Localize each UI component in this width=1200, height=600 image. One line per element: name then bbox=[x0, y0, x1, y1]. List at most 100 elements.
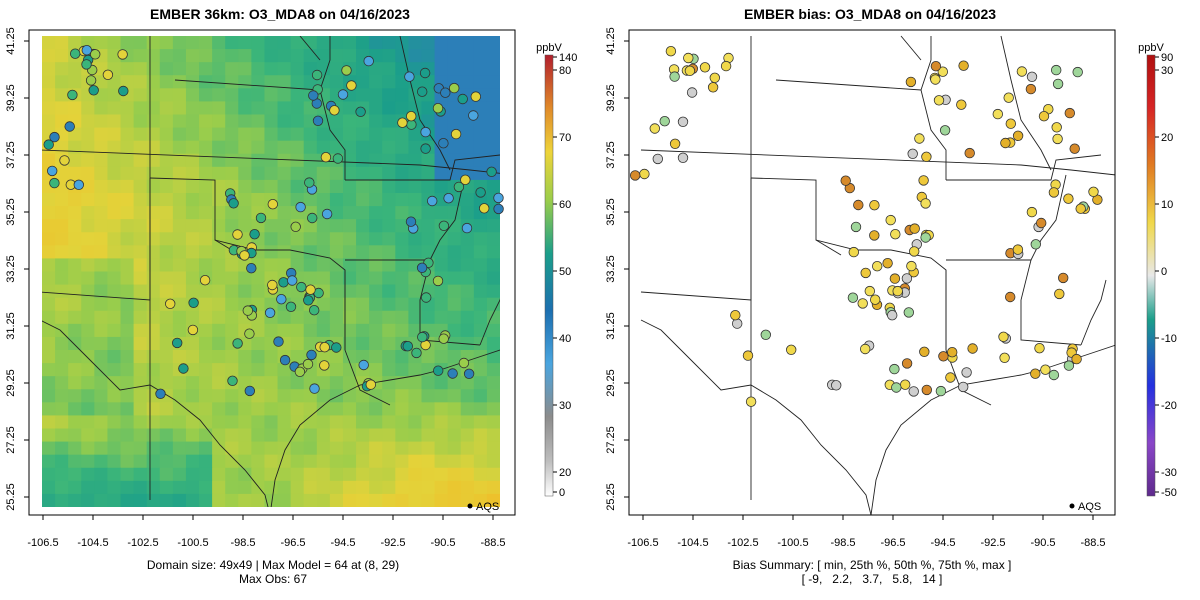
aqs-site-marker bbox=[228, 198, 239, 209]
grid-cell bbox=[94, 284, 108, 299]
aqs-site-marker bbox=[449, 82, 460, 94]
aqs-site-marker bbox=[479, 203, 490, 214]
grid-cell bbox=[434, 114, 449, 129]
grid-cell bbox=[55, 363, 69, 377]
aqs-site-marker bbox=[1040, 364, 1051, 375]
grid-cell bbox=[395, 88, 409, 102]
grid-cell bbox=[107, 441, 122, 456]
lat-tick-label: 41.25 bbox=[605, 27, 617, 55]
lat-tick-label: 27.25 bbox=[5, 426, 17, 454]
grid-cell bbox=[395, 297, 409, 312]
grid-cell bbox=[81, 101, 95, 115]
grid-cell bbox=[251, 49, 265, 63]
grid-cell bbox=[199, 467, 213, 482]
aqs-site-marker bbox=[405, 216, 417, 227]
grid-cell bbox=[290, 49, 305, 63]
grid-cell bbox=[303, 323, 318, 338]
grid-cell bbox=[369, 493, 383, 507]
grid-cell bbox=[290, 36, 305, 50]
lon-tick-label: -106.5 bbox=[27, 537, 58, 549]
grid-cell bbox=[473, 166, 488, 181]
aqs-site-marker bbox=[438, 137, 449, 149]
grid-cell bbox=[290, 127, 305, 142]
grid-cell bbox=[329, 454, 344, 469]
grid-cell bbox=[447, 62, 462, 76]
aqs-site-marker bbox=[239, 250, 250, 261]
grid-cell bbox=[486, 376, 500, 390]
aqs-site-marker bbox=[639, 168, 650, 180]
grid-cell bbox=[329, 480, 344, 495]
grid-cell bbox=[107, 415, 122, 429]
grid-cell bbox=[172, 36, 187, 50]
grid-cell bbox=[356, 467, 370, 482]
grid-cell bbox=[251, 323, 265, 338]
grid-cell bbox=[55, 36, 69, 50]
grid-cell bbox=[264, 88, 279, 102]
aqs-site-marker bbox=[1034, 343, 1045, 354]
grid-cell bbox=[225, 441, 239, 456]
grid-cell bbox=[356, 297, 370, 312]
grid-cell bbox=[199, 441, 213, 456]
grid-cell bbox=[185, 415, 200, 429]
aqs-site-marker bbox=[278, 277, 289, 288]
grid-cell bbox=[146, 140, 161, 155]
aqs-site-marker bbox=[118, 85, 129, 97]
latitude-axis: 25.25 27.25 29.25 31.25 33.25 35.25 37.25 39.25… bbox=[605, 27, 629, 511]
grid-cell bbox=[172, 258, 187, 272]
grid-cell bbox=[486, 493, 500, 507]
grid-cell bbox=[395, 376, 409, 390]
grid-cell bbox=[212, 232, 226, 246]
grid-cell bbox=[329, 49, 344, 63]
grid-cell bbox=[290, 258, 305, 272]
grid-cell bbox=[342, 297, 357, 312]
grid-cell bbox=[460, 323, 475, 338]
aqs-site-marker bbox=[460, 174, 471, 186]
grid-cell bbox=[303, 36, 318, 50]
grid-cell bbox=[329, 232, 344, 246]
grid-cell bbox=[369, 336, 383, 351]
aqs-site-marker bbox=[885, 214, 896, 226]
aqs-site-marker bbox=[999, 352, 1010, 364]
grid-cell bbox=[212, 350, 226, 364]
grid-cell bbox=[225, 166, 239, 181]
grid-cell bbox=[81, 232, 95, 246]
grid-cell bbox=[486, 153, 500, 168]
aqs-site-marker bbox=[869, 230, 880, 241]
state-border bbox=[42, 320, 269, 507]
grid-cell bbox=[172, 127, 187, 142]
grid-cell bbox=[55, 101, 69, 115]
state-border bbox=[149, 177, 346, 350]
grid-cell bbox=[290, 232, 305, 246]
grid-cell bbox=[146, 49, 161, 63]
grid-cell bbox=[356, 179, 370, 194]
grid-cell bbox=[120, 127, 135, 142]
grid-cell bbox=[107, 350, 122, 364]
grid-cell bbox=[199, 179, 213, 194]
lat-tick-label: 25.25 bbox=[5, 483, 17, 511]
grid-cell bbox=[120, 467, 135, 482]
grid-cell bbox=[42, 297, 56, 312]
grid-cell bbox=[199, 480, 213, 495]
grid-cell bbox=[94, 153, 108, 168]
state-border bbox=[815, 239, 842, 256]
grid-cell bbox=[264, 179, 279, 194]
grid-cell bbox=[395, 480, 409, 495]
colorbar-tick-label: 20 bbox=[1161, 132, 1173, 144]
aqs-site-marker bbox=[244, 328, 255, 339]
grid-cell bbox=[369, 88, 383, 102]
colorbar-tick-label: 90 bbox=[1161, 52, 1173, 64]
grid-cell bbox=[68, 36, 82, 50]
grid-cell bbox=[447, 428, 462, 443]
state-border bbox=[640, 319, 872, 515]
grid-cell bbox=[199, 127, 213, 142]
grid-cell bbox=[486, 428, 500, 443]
grid-cell bbox=[434, 166, 449, 181]
aqs-site-marker bbox=[178, 363, 189, 374]
grid-cell bbox=[369, 454, 383, 469]
grid-cell bbox=[486, 179, 500, 194]
grid-cell bbox=[159, 323, 174, 338]
grid-cell bbox=[290, 62, 305, 76]
grid-cell bbox=[120, 310, 135, 325]
grid-cell bbox=[473, 415, 488, 429]
colorbar-tick-label: 0 bbox=[559, 487, 565, 499]
